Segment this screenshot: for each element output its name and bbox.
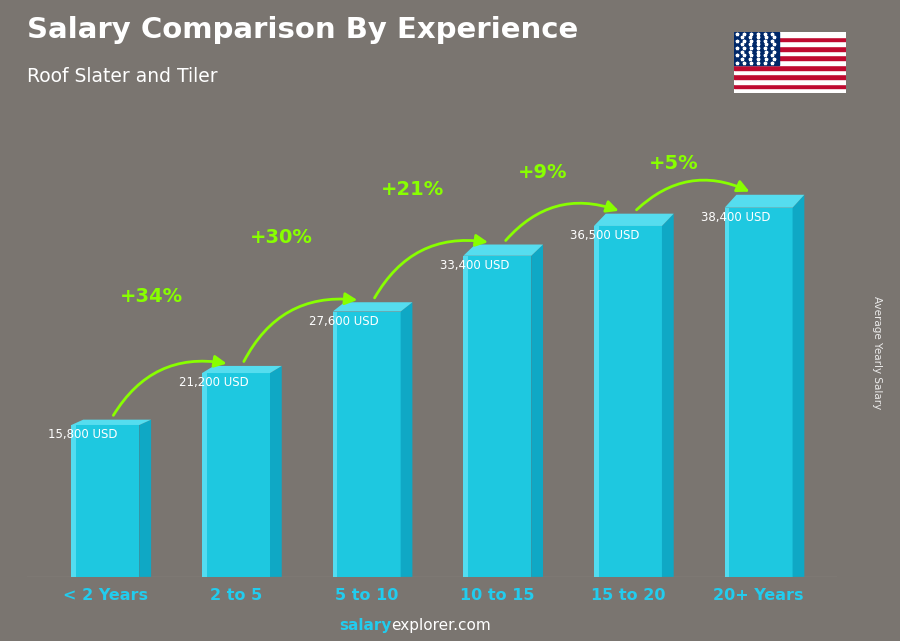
Text: +34%: +34% — [120, 287, 183, 306]
Text: +5%: +5% — [649, 154, 698, 173]
Polygon shape — [202, 366, 282, 373]
Bar — [734, 51, 846, 56]
Polygon shape — [464, 256, 531, 577]
Polygon shape — [400, 303, 412, 577]
Polygon shape — [594, 213, 674, 226]
Bar — [734, 74, 846, 79]
Bar — [734, 69, 846, 74]
Polygon shape — [464, 256, 468, 577]
Text: salary: salary — [339, 619, 392, 633]
Text: +9%: +9% — [518, 163, 568, 183]
Bar — [734, 46, 846, 51]
Bar — [734, 83, 846, 88]
Text: 38,400 USD: 38,400 USD — [701, 211, 770, 224]
Text: explorer.com: explorer.com — [392, 619, 491, 633]
Bar — [734, 37, 846, 42]
Text: Average Yearly Salary: Average Yearly Salary — [872, 296, 883, 409]
Bar — [734, 88, 846, 93]
Polygon shape — [202, 373, 207, 577]
Polygon shape — [333, 312, 400, 577]
Polygon shape — [724, 195, 805, 208]
Polygon shape — [594, 226, 662, 577]
Polygon shape — [333, 303, 412, 312]
Bar — [734, 56, 846, 60]
Polygon shape — [71, 420, 151, 425]
Polygon shape — [140, 420, 151, 577]
Polygon shape — [202, 373, 270, 577]
Polygon shape — [724, 208, 793, 577]
Text: 27,600 USD: 27,600 USD — [310, 315, 379, 328]
Polygon shape — [71, 425, 76, 577]
Polygon shape — [662, 213, 674, 577]
Bar — [734, 42, 846, 46]
Polygon shape — [464, 244, 543, 256]
Text: 33,400 USD: 33,400 USD — [440, 259, 509, 272]
Polygon shape — [793, 195, 805, 577]
Bar — [734, 32, 778, 65]
Bar — [734, 79, 846, 83]
Text: Salary Comparison By Experience: Salary Comparison By Experience — [27, 16, 578, 44]
Polygon shape — [71, 425, 140, 577]
Text: 36,500 USD: 36,500 USD — [571, 229, 640, 242]
Polygon shape — [531, 244, 543, 577]
Bar — [734, 60, 846, 65]
Text: +21%: +21% — [381, 179, 444, 199]
Bar — [734, 65, 846, 69]
Polygon shape — [594, 226, 598, 577]
Polygon shape — [333, 312, 338, 577]
Bar — [734, 32, 846, 37]
Polygon shape — [724, 208, 729, 577]
Text: 21,200 USD: 21,200 USD — [178, 376, 248, 389]
Text: 15,800 USD: 15,800 USD — [48, 428, 117, 441]
Text: Roof Slater and Tiler: Roof Slater and Tiler — [27, 67, 218, 87]
Polygon shape — [270, 366, 282, 577]
Text: +30%: +30% — [250, 228, 313, 247]
